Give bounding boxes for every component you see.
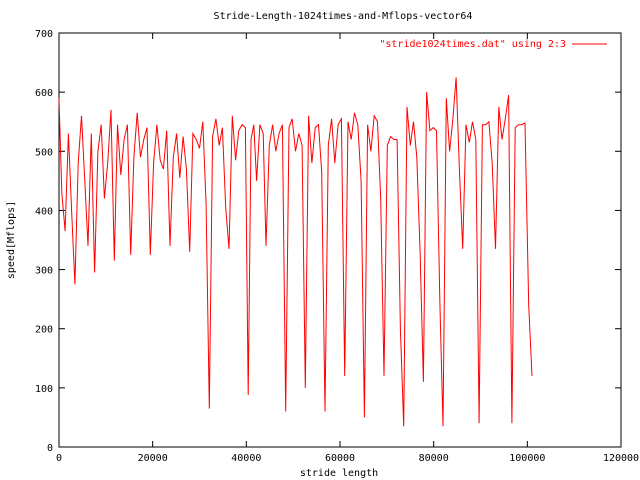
legend: "stride1024times.dat" using 2:3 bbox=[379, 39, 607, 50]
x-tick-label: 0 bbox=[56, 453, 62, 464]
y-tick-label: 700 bbox=[35, 29, 53, 40]
y-axis: 0 100 200 300 400 500 600 700 bbox=[35, 29, 621, 454]
y-tick-label: 500 bbox=[35, 147, 53, 158]
y-tick-label: 100 bbox=[35, 384, 53, 395]
y-tick-label: 200 bbox=[35, 325, 53, 336]
x-tick-label: 120000 bbox=[603, 453, 639, 464]
x-tick-label: 40000 bbox=[231, 453, 261, 464]
x-tick-label: 60000 bbox=[325, 453, 355, 464]
legend-entry-label: "stride1024times.dat" using 2:3 bbox=[379, 39, 566, 50]
series-group bbox=[58, 77, 533, 427]
x-tick-label: 100000 bbox=[509, 453, 545, 464]
x-tick-label: 20000 bbox=[138, 453, 168, 464]
y-tick-label: 600 bbox=[35, 88, 53, 99]
x-axis: 0 20000 40000 60000 80000 100000 120000 bbox=[56, 33, 639, 464]
y-tick-label: 0 bbox=[47, 443, 53, 454]
plot-frame bbox=[58, 32, 622, 448]
chart-title: Stride-Length-1024times-and-Mflops-vecto… bbox=[214, 11, 473, 22]
x-tick-label: 80000 bbox=[419, 453, 449, 464]
y-tick-label: 400 bbox=[35, 206, 53, 217]
y-axis-label: speed[Mflops] bbox=[6, 201, 17, 279]
series-line bbox=[58, 77, 533, 427]
y-tick-label: 300 bbox=[35, 266, 53, 277]
x-axis-label: stride length bbox=[300, 468, 378, 479]
